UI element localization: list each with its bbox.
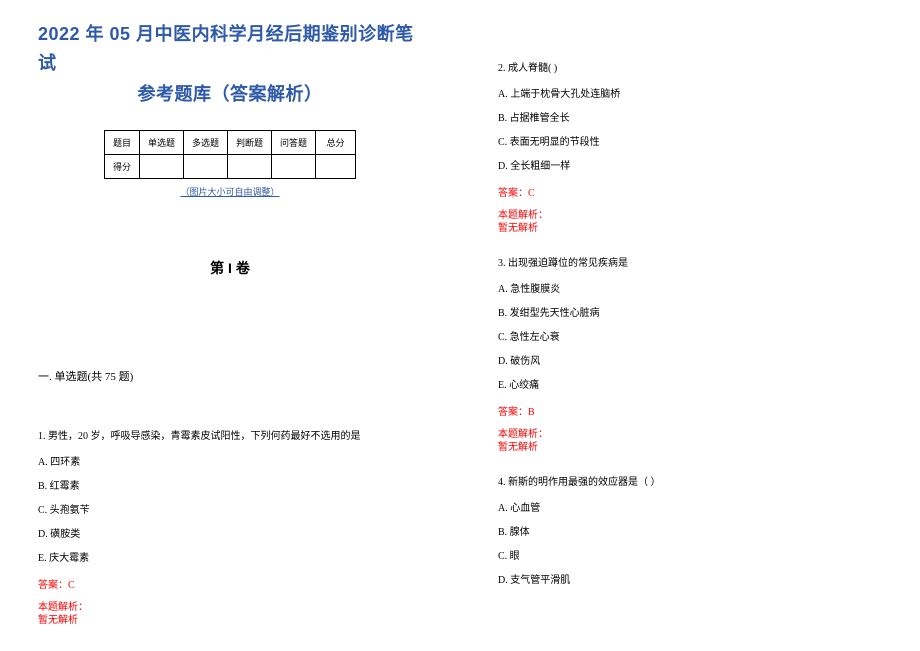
section-juan: 第 I 卷 [38,258,422,278]
q3-explain-body: 暂无解析 [498,441,882,454]
th-total: 总分 [316,131,356,155]
table-row: 得分 [104,155,355,179]
td-empty [228,155,272,179]
q1-answer: 答案：C [38,576,422,591]
td-empty [139,155,183,179]
question-3: 3. 出现强迫蹲位的常见疾病是 A. 急性腹膜炎 B. 发绀型先天性心脏病 C.… [498,257,882,454]
q3-opt-c: C. 急性左心衰 [498,331,882,345]
td-score-label: 得分 [104,155,139,179]
table-row: 题目 单选题 多选题 判断题 问答题 总分 [104,131,355,155]
q2-explain-body: 暂无解析 [498,222,882,235]
q1-explain-label: 本题解析： [38,601,422,614]
right-column: 2. 成人脊髓( ) A. 上端于枕骨大孔处连脑桥 B. 占据椎管全长 C. 表… [460,0,920,651]
th-item: 题目 [104,131,139,155]
td-empty [272,155,316,179]
q1-opt-e: E. 庆大霉素 [38,552,422,566]
q3-opt-b: B. 发绀型先天性心脏病 [498,307,882,321]
q4-opt-c: C. 眼 [498,550,882,564]
q1-opt-a: A. 四环素 [38,456,422,470]
q3-opt-a: A. 急性腹膜炎 [498,283,882,297]
th-single: 单选题 [139,131,183,155]
th-judge: 判断题 [228,131,272,155]
left-column: 2022 年 05 月中医内科学月经后期鉴别诊断笔试 参考题库（答案解析） 题目… [0,0,460,651]
q1-opt-c: C. 头孢氨苄 [38,504,422,518]
q2-answer: 答案：C [498,184,882,199]
q4-opt-d: D. 支气管平滑肌 [498,574,882,588]
q3-opt-e: E. 心绞痛 [498,379,882,393]
q3-stem: 3. 出现强迫蹲位的常见疾病是 [498,257,882,271]
q2-explain-label: 本题解析： [498,209,882,222]
section-single-heading: 一. 单选题(共 75 题) [38,368,422,384]
doc-title-line2: 参考题库（答案解析） [38,80,422,109]
q1-opt-b: B. 红霉素 [38,480,422,494]
th-qa: 问答题 [272,131,316,155]
q2-opt-d: D. 全长粗细一样 [498,160,882,174]
th-multi: 多选题 [183,131,227,155]
q1-explain-body: 暂无解析 [38,614,422,627]
q2-opt-c: C. 表面无明显的节段性 [498,136,882,150]
q4-stem: 4. 新斯的明作用最强的效应器是（ ） [498,476,882,490]
q4-opt-a: A. 心血管 [498,502,882,516]
td-empty [316,155,356,179]
doc-title-line1: 2022 年 05 月中医内科学月经后期鉴别诊断笔试 [38,20,422,78]
q2-stem: 2. 成人脊髓( ) [498,62,882,76]
q1-opt-d: D. 磺胺类 [38,528,422,542]
page-container: 2022 年 05 月中医内科学月经后期鉴别诊断笔试 参考题库（答案解析） 题目… [0,0,920,651]
col2-spacer [498,20,882,62]
q2-opt-a: A. 上端于枕骨大孔处连脑桥 [498,88,882,102]
q3-opt-d: D. 破伤风 [498,355,882,369]
question-1: 1. 男性，20 岁，呼吸导感染，青霉素皮试阳性，下列何药最好不选用的是 A. … [38,430,422,627]
q1-stem: 1. 男性，20 岁，呼吸导感染，青霉素皮试阳性，下列何药最好不选用的是 [38,430,422,444]
q2-opt-b: B. 占据椎管全长 [498,112,882,126]
question-2: 2. 成人脊髓( ) A. 上端于枕骨大孔处连脑桥 B. 占据椎管全长 C. 表… [498,62,882,235]
td-empty [183,155,227,179]
q3-explain-label: 本题解析： [498,428,882,441]
q4-opt-b: B. 腺体 [498,526,882,540]
q3-answer: 答案：B [498,403,882,418]
score-table: 题目 单选题 多选题 判断题 问答题 总分 得分 [104,130,356,179]
table-note: （图片大小可自由调整） [38,185,422,198]
question-4: 4. 新斯的明作用最强的效应器是（ ） A. 心血管 B. 腺体 C. 眼 D.… [498,476,882,588]
